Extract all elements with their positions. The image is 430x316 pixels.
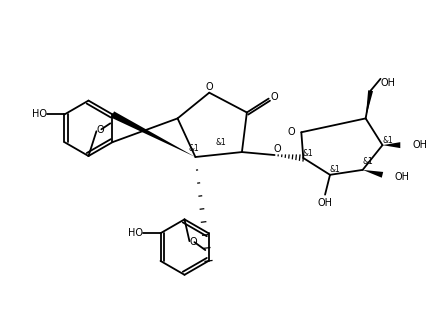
Text: O: O xyxy=(205,82,212,92)
Polygon shape xyxy=(362,170,382,178)
Text: O: O xyxy=(287,127,295,137)
Text: &1: &1 xyxy=(329,165,340,174)
Polygon shape xyxy=(111,111,195,157)
Text: OH: OH xyxy=(317,198,332,208)
Text: O: O xyxy=(96,125,104,135)
Text: &1: &1 xyxy=(381,136,392,145)
Text: O: O xyxy=(189,237,197,247)
Text: O: O xyxy=(273,144,281,154)
Text: OH: OH xyxy=(411,140,426,150)
Text: HO: HO xyxy=(127,228,142,238)
Polygon shape xyxy=(381,142,399,148)
Text: OH: OH xyxy=(380,78,395,88)
Text: &1: &1 xyxy=(361,157,372,167)
Text: &1: &1 xyxy=(302,149,313,158)
Text: &1: &1 xyxy=(188,143,199,153)
Text: &1: &1 xyxy=(215,138,226,147)
Text: OH: OH xyxy=(393,172,408,182)
Text: HO: HO xyxy=(31,109,46,119)
Text: O: O xyxy=(270,92,278,102)
Polygon shape xyxy=(365,90,372,118)
